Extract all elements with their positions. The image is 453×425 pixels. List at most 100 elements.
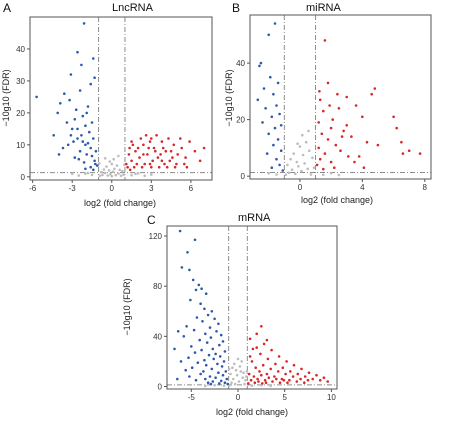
data-point-down	[208, 375, 212, 378]
data-point-up	[148, 162, 152, 166]
data-point-up	[392, 115, 395, 119]
data-point-ns	[337, 173, 341, 177]
data-point-up	[142, 153, 145, 156]
data-point-down	[206, 381, 210, 385]
data-point-down	[202, 370, 205, 373]
data-point-up	[270, 348, 273, 352]
data-point-up	[289, 370, 292, 373]
data-point-ns	[230, 381, 233, 385]
data-point-up	[418, 152, 422, 155]
data-point-ns	[115, 164, 119, 167]
data-point-up	[285, 360, 288, 363]
data-point-ns	[103, 171, 107, 175]
data-point-up	[171, 156, 174, 159]
data-point-ns	[269, 384, 273, 388]
data-point-ns	[122, 173, 125, 176]
data-point-down	[275, 157, 278, 161]
data-point-down	[272, 92, 275, 96]
data-point-down	[93, 76, 96, 79]
data-point-up	[323, 152, 327, 155]
data-point-down	[221, 340, 225, 343]
data-point-up	[291, 375, 295, 378]
data-point-up	[150, 165, 153, 169]
data-point-up	[295, 380, 299, 383]
data-point-down	[88, 130, 91, 134]
data-point-up	[154, 149, 157, 153]
data-point-up	[262, 342, 266, 346]
x-tick-label: 8	[423, 183, 428, 192]
data-point-down	[94, 149, 98, 153]
data-point-down	[278, 112, 281, 116]
data-point-up	[257, 380, 260, 383]
data-point-ns	[307, 129, 310, 133]
data-point-up	[134, 149, 137, 153]
data-point-down	[96, 164, 99, 167]
y-tick-label: 40	[16, 45, 25, 54]
data-point-up	[296, 372, 300, 376]
data-point-up	[329, 160, 333, 164]
data-point-down	[200, 287, 203, 291]
data-point-up	[169, 149, 173, 153]
data-point-down	[262, 87, 266, 90]
data-point-up	[401, 152, 405, 155]
data-point-ns	[112, 157, 115, 161]
data-point-ns	[294, 172, 297, 176]
data-point-up	[128, 146, 131, 150]
data-point-ns	[322, 173, 325, 177]
data-point-down	[192, 328, 196, 332]
data-point-ns	[241, 376, 244, 380]
data-point-ns	[231, 366, 234, 370]
data-point-up	[255, 332, 258, 336]
data-point-up	[256, 377, 259, 381]
data-point-up	[193, 149, 197, 153]
data-point-up	[339, 149, 342, 152]
data-point-up	[202, 146, 206, 150]
data-point-ns	[119, 174, 123, 178]
data-point-up	[282, 378, 286, 382]
data-point-up	[322, 109, 325, 113]
data-point-ns	[286, 163, 289, 167]
x-tick-label: 6	[189, 184, 194, 193]
data-point-up	[130, 140, 133, 143]
y-tick-label: 0	[241, 172, 246, 181]
data-point-down	[61, 146, 65, 150]
data-point-down	[223, 381, 227, 385]
data-point-ns	[232, 377, 235, 381]
data-point-ns	[233, 362, 236, 366]
data-point-ns	[117, 154, 120, 158]
data-point-up	[395, 126, 399, 130]
data-point-up	[260, 373, 263, 377]
data-point-down	[82, 22, 86, 25]
data-point-up	[303, 375, 307, 378]
data-point-up	[365, 140, 369, 144]
data-point-down	[200, 348, 203, 352]
data-point-up	[400, 140, 403, 144]
data-point-down	[195, 316, 199, 319]
data-point-up	[173, 165, 177, 169]
data-point-up	[323, 39, 327, 42]
data-point-down	[186, 251, 189, 254]
data-point-up	[345, 95, 349, 99]
data-point-up	[350, 135, 353, 138]
data-point-down	[84, 167, 87, 171]
data-point-down	[81, 114, 85, 118]
y-tick-label: 120	[149, 232, 163, 241]
data-point-down	[204, 292, 208, 296]
data-point-down	[270, 166, 274, 169]
data-point-down	[196, 361, 200, 365]
data-point-down	[81, 140, 85, 143]
data-point-ns	[237, 380, 241, 383]
data-point-down	[215, 330, 218, 333]
data-point-down	[89, 146, 92, 150]
data-point-ns	[289, 157, 292, 161]
data-point-ns	[105, 165, 108, 168]
data-point-up	[249, 378, 253, 382]
data-point-up	[340, 135, 344, 138]
data-point-down	[197, 283, 201, 287]
data-point-ns	[102, 168, 106, 171]
data-point-down	[199, 372, 202, 376]
data-point-ns	[311, 156, 314, 160]
data-point-up	[263, 378, 267, 382]
